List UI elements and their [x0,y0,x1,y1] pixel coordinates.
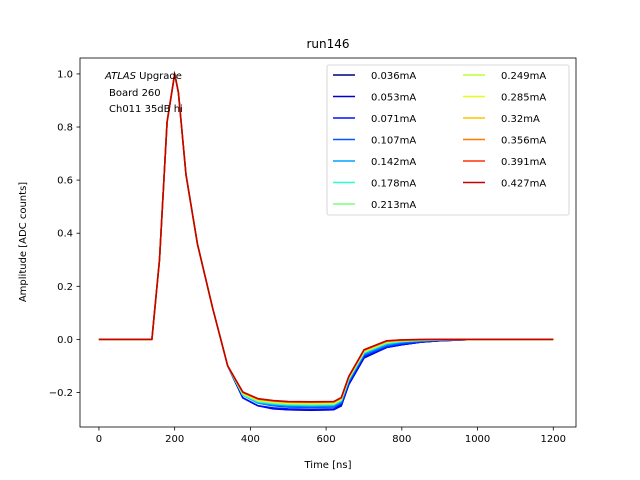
annotation-upgrade: Upgrade [136,71,182,82]
x-axis-label: Time [ns] [303,460,351,471]
legend-label: 0.32mA [501,114,540,125]
legend-box [326,64,570,216]
x-tick-label: 600 [317,434,336,445]
x-axis: 0 200 400 600 800 1000 1200 [96,427,566,445]
legend-label: 0.213mA [371,200,416,211]
plot-frame [79,57,577,428]
y-tick-label: 0.8 [57,123,73,134]
legend-label: 0.053mA [371,93,416,104]
x-tick-label: 400 [241,434,260,445]
y-tick-label: 0.4 [57,229,73,240]
annotation-line-1: ATLAS Upgrade [104,71,182,82]
y-tick-label: 1.0 [57,69,73,80]
legend-label: 0.391mA [501,157,546,168]
y-tick-label: −0.2 [49,388,73,399]
y-axis: −0.2 0.0 0.2 0.4 0.6 0.8 1.0 [49,69,80,399]
series-line-0.427mA [98,73,554,403]
legend-label: 0.285mA [501,93,546,104]
legend-label: 0.249mA [501,71,546,82]
legend-label: 0.356mA [501,136,546,147]
annotation: ATLAS Upgrade Board 260 Ch011 35dB hi [104,71,183,115]
legend-label: 0.036mA [371,71,416,82]
legend-label: 0.178mA [371,179,416,190]
legend-label: 0.071mA [371,114,416,125]
legend: 0.036mA 0.053mA 0.071mA 0.107mA 0.142mA 0.178… [326,64,570,216]
y-tick-label: 0.0 [57,335,73,346]
series-layer [98,73,554,412]
x-tick-label: 1200 [541,434,566,445]
x-tick-label: 200 [165,434,184,445]
x-tick-label: 1000 [465,434,490,445]
x-tick-label: 0 [96,434,102,445]
annotation-line-2: Board 260 [109,88,161,99]
y-tick-label: 0.6 [57,176,73,187]
annotation-atlas: ATLAS [104,71,137,82]
legend-label: 0.107mA [371,136,416,147]
annotation-line-3: Ch011 35dB hi [109,104,183,115]
legend-label: 0.142mA [371,157,416,168]
y-axis-label: Amplitude [ADC counts] [18,182,29,302]
x-tick-label: 800 [392,434,411,445]
y-tick-label: 0.2 [57,282,73,293]
chart-title: run146 [306,37,349,51]
legend-label: 0.427mA [501,179,546,190]
